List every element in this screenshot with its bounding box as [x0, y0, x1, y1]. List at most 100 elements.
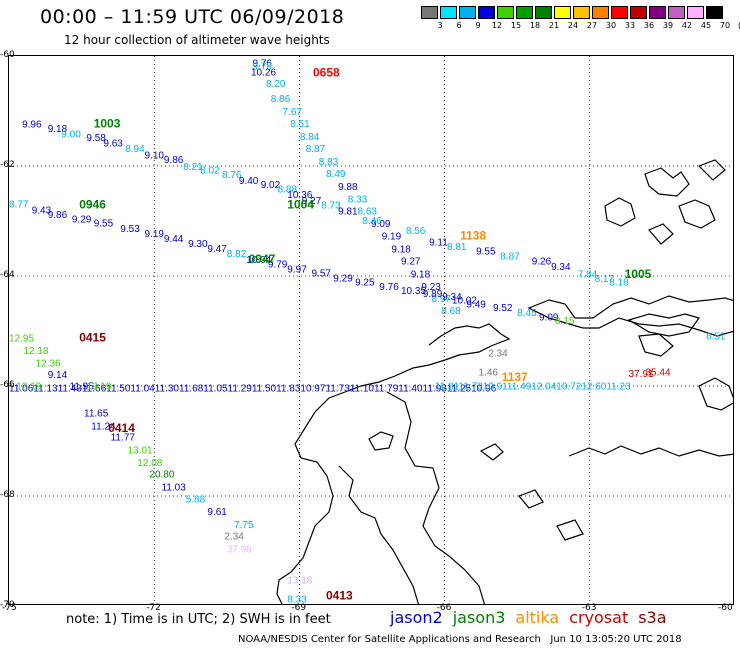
- wave-height-label: 9.10: [145, 150, 165, 161]
- wave-height-label: 8.17: [595, 274, 615, 285]
- colorbar-swatch: [459, 6, 476, 19]
- colorbar-swatch: [421, 6, 438, 19]
- wave-height-label: 8.18: [609, 278, 629, 289]
- latitude-label: -60: [0, 50, 15, 60]
- longitude-label: -75: [2, 603, 17, 613]
- colorbar-label: 30: [605, 21, 617, 30]
- wave-height-label: 9.30: [188, 239, 208, 250]
- wave-height-label: 8.15: [555, 316, 575, 327]
- legend-entry-altika: altika: [515, 608, 560, 627]
- wave-height-label: 37.98: [227, 544, 252, 555]
- latitude-label: -68: [0, 490, 15, 500]
- wave-height-label: 9.18: [391, 245, 411, 256]
- wave-height-label: 9.19: [145, 229, 165, 240]
- pass-time-label: 0658: [313, 66, 340, 80]
- island-small-2: [479, 443, 504, 461]
- colorbar-label: 27: [586, 21, 598, 30]
- island-east-1: [627, 313, 700, 337]
- longitude-label: -60: [718, 603, 733, 613]
- graticule: [9, 56, 733, 604]
- wave-height-label: 9.76: [253, 59, 273, 70]
- wave-height-label: 8.56: [406, 226, 426, 237]
- wave-height-label: 9.97: [287, 264, 307, 275]
- wave-height-label: 9.57: [312, 269, 332, 280]
- wave-height-label: 11.95: [70, 381, 95, 392]
- colorbar-label: 15: [510, 21, 522, 30]
- pass-time-label: 0947: [249, 252, 276, 266]
- wave-height-label: 12.36: [36, 358, 61, 369]
- longitude-label: -66: [436, 603, 452, 613]
- wave-height-label: 12.19: [16, 381, 41, 392]
- wave-height-label: 11.77: [111, 433, 136, 444]
- wave-height-label: 9.47: [207, 244, 227, 255]
- wave-height-label: 8.76: [222, 170, 242, 181]
- note-text: note: 1) Time is in UTC; 2) SWH is in fe…: [66, 612, 331, 627]
- wave-height-label: 8.77: [9, 199, 29, 210]
- wave-height-label: 9.86: [48, 210, 68, 221]
- wave-height-label: 8.02: [200, 165, 220, 176]
- wave-height-label: 2.34: [224, 532, 244, 543]
- wave-height-label: 9.81: [338, 207, 358, 218]
- wave-height-label: 11.24: [91, 422, 116, 433]
- wave-height-label: 9.40: [239, 176, 259, 187]
- wave-height-label: 8.88: [278, 185, 298, 196]
- wave-height-label: 9.43: [32, 205, 52, 216]
- wave-height-label: 6.51: [706, 331, 726, 342]
- wave-height-label: 8.83: [319, 157, 339, 168]
- colorbar-swatch: [516, 6, 533, 19]
- wave-height-label: 13.01: [128, 445, 153, 456]
- island-small-3: [517, 489, 544, 509]
- satellite-legend: jason2 jason3 altika cryosat s3a: [390, 608, 677, 627]
- wave-height-label: 9.11: [429, 237, 448, 248]
- wave-height-label: 8.33: [348, 195, 368, 206]
- colorbar-label: 33: [624, 21, 636, 30]
- colorbar-label: 21: [548, 21, 560, 30]
- wave-height-label: 9.00: [61, 130, 81, 141]
- wave-height-label: 9.53: [120, 224, 140, 235]
- wave-height-label: 12.95: [9, 334, 34, 345]
- wave-height-label: 9.52: [493, 303, 513, 314]
- wave-height-label: 9.34: [551, 262, 571, 273]
- pass-time-label: 0946: [79, 198, 106, 212]
- wave-height-label: 9.25: [355, 278, 375, 289]
- wave-height-label: 8.20: [266, 79, 286, 90]
- wave-height-label: 9.26: [532, 257, 552, 268]
- legend-entry-jason2: jason2: [390, 608, 443, 627]
- wave-height-label: 8.97: [432, 294, 452, 305]
- island-east-2: [638, 333, 674, 357]
- wave-height-label: 7.67: [283, 107, 303, 118]
- wave-height-label: 9.34: [442, 292, 462, 303]
- wave-height-label: 8.51: [290, 119, 310, 130]
- credit-line: NOAA/NESDIS Center for Satellite Applica…: [238, 634, 682, 645]
- colorbar-label: 36: [643, 21, 655, 30]
- wave-height-label: 8.68: [441, 306, 461, 317]
- wave-height-label: 7.84: [578, 269, 598, 280]
- colorbar-label: 18: [529, 21, 541, 30]
- wave-height-label: 10.26: [251, 67, 276, 78]
- wave-height-label: 9.89: [423, 289, 443, 300]
- wave-height-label: 11.03: [162, 483, 187, 494]
- pass-time-label: 1005: [625, 267, 652, 281]
- wave-height-label: 8.63: [358, 207, 378, 218]
- wave-height-label: 9.09: [371, 219, 391, 230]
- wave-height-label: 9.44: [164, 234, 184, 245]
- island-small-1: [368, 431, 394, 451]
- wave-height-label: 8.94: [125, 144, 145, 155]
- coastline: [276, 159, 733, 604]
- wave-height-label: 1.46: [479, 368, 499, 379]
- ice-coast-south: [338, 465, 420, 604]
- island-ne-3: [678, 199, 716, 229]
- colorbar-label: 12: [491, 21, 503, 30]
- latitude-label: -70: [0, 600, 15, 610]
- wave-height-label: 9.88: [338, 182, 358, 193]
- wave-height-label: 12.08: [137, 458, 162, 469]
- chart-title: 00:00 – 11:59 UTC 06/09/2018: [40, 6, 345, 28]
- wave-height-label: 9.18: [411, 269, 431, 280]
- dense-wave-row: 11.0611.1311.4311.6611.5011.0411.3011.68…: [9, 384, 497, 395]
- wave-height-label: 8.87: [500, 252, 520, 263]
- colorbar-swatch: [706, 6, 723, 19]
- wave-height-label: 9.63: [103, 138, 123, 149]
- wave-height-label: 8.49: [326, 169, 346, 180]
- longitude-label: -72: [146, 603, 161, 613]
- island-small-4: [556, 519, 584, 541]
